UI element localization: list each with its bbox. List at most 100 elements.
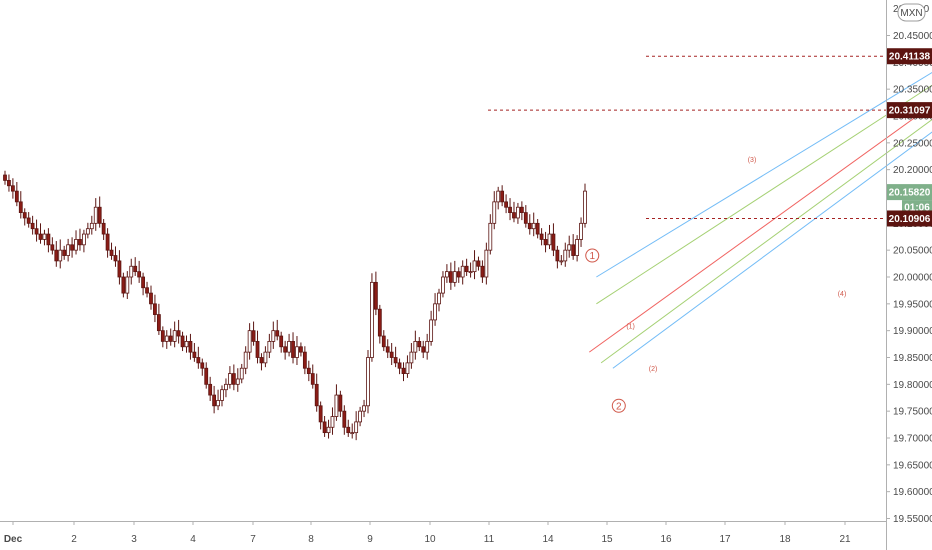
candle — [512, 201, 516, 223]
time-tick-label: 18 — [779, 534, 791, 545]
candle-body — [176, 330, 181, 337]
candle — [74, 230, 78, 255]
candle — [330, 407, 335, 435]
candle — [370, 273, 374, 362]
candle — [204, 362, 209, 389]
candle — [192, 343, 197, 362]
candle — [7, 174, 11, 192]
candle — [519, 201, 524, 221]
candle — [306, 360, 311, 382]
candle-body — [275, 330, 280, 337]
candle — [543, 231, 548, 253]
candle-body — [492, 201, 497, 224]
candle — [397, 358, 402, 375]
candle-body — [196, 357, 201, 364]
time-tick-label: 7 — [250, 534, 256, 545]
candle-body — [149, 292, 153, 305]
candle-body — [54, 249, 59, 262]
candle — [279, 331, 284, 353]
candle-body — [208, 383, 213, 396]
candle — [555, 245, 560, 269]
time-axis[interactable]: Dec 2 3 4 7 8 9 10 11 14 15 16 17 18 21 — [4, 521, 851, 545]
price-tick-label: 19.90000 — [893, 326, 932, 337]
candle — [58, 239, 63, 269]
time-tick-label: 8 — [308, 534, 314, 545]
wave-label-primary: 1 — [585, 248, 600, 263]
price-tag: 20.41138 — [887, 48, 932, 65]
channel-line-red[interactable] — [589, 0, 932, 353]
candle-body — [200, 362, 205, 369]
candle-body — [373, 281, 378, 310]
candle-body — [101, 222, 106, 235]
candle-body — [346, 426, 351, 434]
candle-body — [476, 260, 481, 267]
candle — [488, 214, 493, 255]
candle — [409, 343, 414, 369]
symbol-badge[interactable]: MXN — [897, 3, 926, 22]
candle — [377, 304, 382, 344]
candle — [567, 235, 572, 258]
candle-body — [334, 394, 339, 417]
candle — [551, 223, 556, 257]
candle — [583, 183, 587, 228]
candle-body — [141, 276, 145, 289]
time-tick-label: 21 — [839, 534, 851, 545]
price-tick-label: 20.00000 — [893, 273, 932, 284]
candle-body — [425, 340, 430, 353]
channel-line-blue[interactable] — [596, 0, 932, 278]
candle — [239, 363, 244, 384]
candle-body — [342, 410, 347, 428]
candle — [176, 319, 181, 344]
candle-body — [160, 330, 165, 342]
candle-body — [66, 244, 71, 256]
candle — [425, 333, 430, 360]
channel-line-blue[interactable] — [612, 0, 932, 369]
price-tag-text: 20.41138 — [889, 52, 931, 63]
candle-body — [180, 335, 185, 348]
candle — [468, 262, 473, 278]
candle-body — [448, 271, 453, 283]
time-tick-label: 4 — [190, 534, 196, 545]
candle — [417, 337, 422, 352]
candle-body — [235, 378, 240, 385]
candle — [62, 245, 67, 260]
candle — [93, 198, 98, 231]
candle-body — [535, 222, 540, 235]
candle — [496, 186, 501, 210]
pitchfork-channel[interactable] — [589, 0, 932, 369]
candle-body — [362, 405, 366, 412]
candle-body — [255, 340, 260, 358]
candle — [10, 178, 15, 199]
price-tag-bg — [887, 102, 932, 119]
candle — [342, 405, 347, 435]
candle — [504, 194, 508, 214]
price-axis[interactable]: 20.4500020.4000020.3500020.3000020.25000… — [886, 4, 932, 525]
candle — [227, 366, 232, 389]
candle-body — [302, 351, 307, 369]
candle-body — [164, 335, 169, 342]
wave-label-text: 1 — [589, 251, 595, 262]
candle-body — [571, 244, 576, 256]
channel-line-green[interactable] — [600, 0, 932, 364]
candle-body — [551, 233, 556, 251]
channel-line-green[interactable] — [596, 0, 932, 305]
candle — [129, 258, 134, 285]
wave-circle — [611, 398, 626, 413]
candle — [188, 333, 193, 360]
candle-body — [547, 233, 552, 246]
candle-body — [377, 308, 382, 337]
price-levels[interactable] — [488, 55, 886, 219]
candle-body — [429, 319, 434, 342]
candle-body — [109, 249, 114, 256]
candle — [516, 202, 520, 224]
candle — [18, 191, 23, 219]
candle-body — [310, 373, 315, 385]
candle-body — [271, 330, 276, 342]
candle-body — [314, 383, 319, 407]
price-tick-label: 19.80000 — [893, 380, 932, 391]
candle — [208, 376, 213, 401]
price-tick-label: 19.65000 — [893, 460, 932, 471]
candle-body — [543, 239, 548, 246]
